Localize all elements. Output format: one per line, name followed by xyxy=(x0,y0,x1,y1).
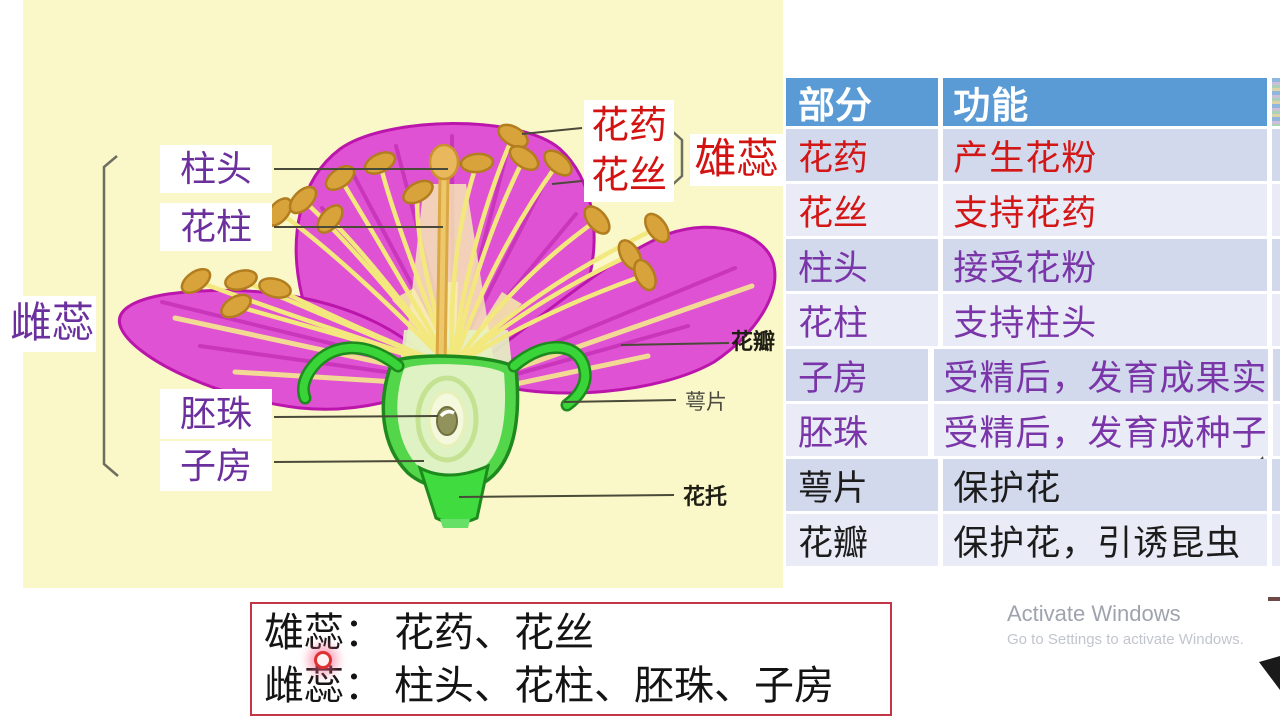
cell-part: 胚珠 xyxy=(786,404,929,456)
ovary xyxy=(381,354,520,492)
table-row: 花丝 支持花药 xyxy=(786,184,1280,236)
table-row: 花药 产生花粉 xyxy=(786,129,1280,181)
cell-function: 接受花粉 xyxy=(943,239,1267,291)
sepals xyxy=(296,340,592,412)
anther-filament-label-box: 花药 花丝 xyxy=(584,100,674,202)
cell-function: 受精后，发育成种子 xyxy=(933,404,1268,456)
cell-function: 产生花粉 xyxy=(943,129,1267,181)
cell-part: 花丝 xyxy=(786,184,938,236)
cell-function: 支持柱头 xyxy=(943,294,1267,346)
activate-windows-watermark: Activate Windows xyxy=(1007,601,1181,626)
table-row: 子房 受精后，发育成果实 xyxy=(786,349,1280,401)
cell-function: 支持花药 xyxy=(943,184,1267,236)
label-petal: 花瓣 xyxy=(731,329,776,354)
table-row: 柱头 接受花粉 xyxy=(786,239,1280,291)
laser-pointer-dot xyxy=(314,651,332,669)
stamen-bracket xyxy=(670,129,684,187)
label-ovary: 子房 xyxy=(160,441,272,491)
cell-function: 受精后，发育成果实 xyxy=(933,349,1268,401)
label-pistil-group: 雌蕊 xyxy=(8,296,96,352)
summary-line-stamen: 雄蕊： 花药、花丝 xyxy=(264,610,594,655)
leader-petal xyxy=(620,342,730,346)
leader-ovule xyxy=(273,415,439,418)
table-header-sliver xyxy=(1272,78,1280,126)
leader-sepal xyxy=(563,399,677,403)
leader-lines xyxy=(273,127,730,498)
stigma xyxy=(428,143,460,181)
leader-receptacle xyxy=(458,494,675,498)
cell-function: 保护花 xyxy=(943,459,1267,511)
activate-windows-subtext: Go to Settings to activate Windows. xyxy=(1007,631,1244,648)
cell-part: 花药 xyxy=(786,129,938,181)
receptacle xyxy=(417,463,491,528)
parts-function-table: 部分 功能 花药 产生花粉 花丝 支持花药 柱头 接受花粉 花柱 支持柱头 子房… xyxy=(786,78,1280,569)
summary-box: 雄蕊： 花药、花丝 雌蕊： 柱头、花柱、胚珠、子房 xyxy=(250,602,892,716)
table-row: 花瓣 保护花，引诱昆虫 xyxy=(786,514,1280,566)
cursor-artifact xyxy=(1259,656,1280,690)
cell-part: 花柱 xyxy=(786,294,938,346)
table-row: 胚珠 受精后，发育成种子 xyxy=(786,404,1280,456)
cell-part: 子房 xyxy=(786,349,929,401)
pistil-bracket xyxy=(102,155,119,477)
label-stamen-group: 雄蕊 xyxy=(690,134,783,186)
column-divider xyxy=(937,78,944,126)
group-brackets xyxy=(102,129,684,477)
cell-function: 保护花，引诱昆虫 xyxy=(943,514,1267,566)
table-header-part: 部分 xyxy=(786,78,938,126)
leader-anther xyxy=(521,127,583,135)
leader-ovary xyxy=(273,460,425,463)
table-row: 萼片 保护花 xyxy=(786,459,1280,511)
label-style: 花柱 xyxy=(160,203,272,251)
label-receptacle: 花托 xyxy=(683,484,728,509)
edge-dash xyxy=(1268,597,1280,601)
table-row: 花柱 支持柱头 xyxy=(786,294,1280,346)
label-ovule: 胚珠 xyxy=(160,389,272,439)
cell-part: 柱头 xyxy=(786,239,938,291)
summary-line-pistil: 雌蕊： 柱头、花柱、胚珠、子房 xyxy=(264,663,834,708)
label-filament: 花丝 xyxy=(590,155,667,197)
cell-part: 花瓣 xyxy=(786,514,938,566)
leader-filament xyxy=(551,180,583,185)
cell-part: 萼片 xyxy=(786,459,938,511)
label-anther: 花药 xyxy=(590,105,667,147)
column-divider xyxy=(1266,78,1273,126)
label-sepal: 萼片 xyxy=(685,390,727,414)
pistil xyxy=(428,143,460,374)
table-header-row: 部分 功能 xyxy=(786,78,1280,126)
label-stigma: 柱头 xyxy=(160,145,272,193)
table-header-function: 功能 xyxy=(943,78,1267,126)
anthers xyxy=(180,123,671,319)
